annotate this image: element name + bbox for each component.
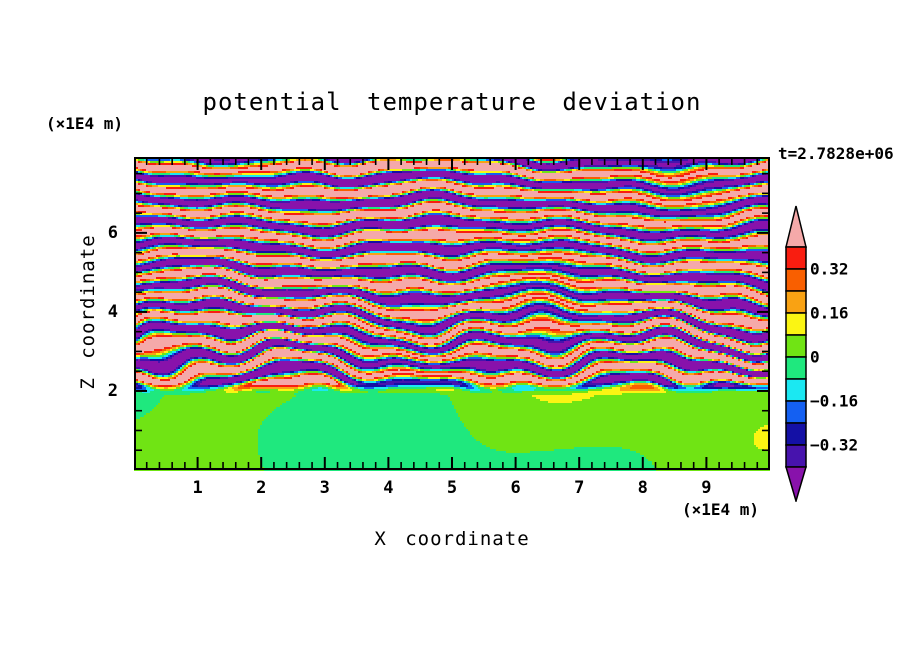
- x-tick-label: 7: [574, 478, 585, 498]
- colorbar-segment: [785, 378, 807, 402]
- colorbar-label: 0.16: [810, 303, 849, 323]
- x-axis-unit-label: (×1E4 m): [682, 500, 760, 519]
- colorbar-segment: [785, 312, 807, 336]
- colorbar-segment: [785, 290, 807, 314]
- colorbar-segment: [785, 246, 807, 270]
- colorbar-segment: [785, 422, 807, 446]
- plot-frame-and-ticks: [134, 157, 770, 470]
- y-axis-title: Z coordinate: [77, 234, 99, 390]
- colorbar-label: 0.32: [810, 259, 849, 279]
- colorbar-segment: [785, 268, 807, 292]
- x-tick-label: 3: [319, 478, 330, 498]
- x-tick-label: 1: [192, 478, 203, 498]
- colorbar: [784, 205, 808, 502]
- colorbar-label: −0.32: [810, 435, 859, 455]
- x-tick-label: 4: [383, 478, 394, 498]
- plot-border: [134, 157, 770, 470]
- contour-field-canvas: [134, 157, 770, 471]
- x-tick-label: 9: [701, 478, 712, 498]
- x-tick-label: 2: [256, 478, 267, 498]
- colorbar-segment: [785, 444, 807, 468]
- x-tick-label: 8: [637, 478, 648, 498]
- time-annotation: t=2.7828e+06: [778, 144, 894, 163]
- colorbar-arrow: [784, 466, 808, 502]
- x-axis-title: X coordinate: [374, 528, 530, 550]
- colorbar-arrow: [785, 205, 807, 248]
- contour-plot-area: [134, 157, 770, 471]
- colorbar-segment: [785, 400, 807, 424]
- chart-title: potential temperature deviation: [202, 88, 702, 116]
- x-tick-label: 6: [510, 478, 521, 498]
- y-axis-unit-label: (×1E4 m): [46, 114, 124, 133]
- colorbar-label: −0.16: [810, 391, 859, 411]
- colorbar-segment: [785, 356, 807, 380]
- y-tick-label: 2: [107, 380, 118, 401]
- y-tick-label: 6: [107, 222, 118, 243]
- y-tick-label: 4: [107, 301, 118, 322]
- colorbar-label: 0: [810, 347, 820, 367]
- x-tick-label: 5: [446, 478, 458, 498]
- colorbar-segment: [785, 334, 807, 358]
